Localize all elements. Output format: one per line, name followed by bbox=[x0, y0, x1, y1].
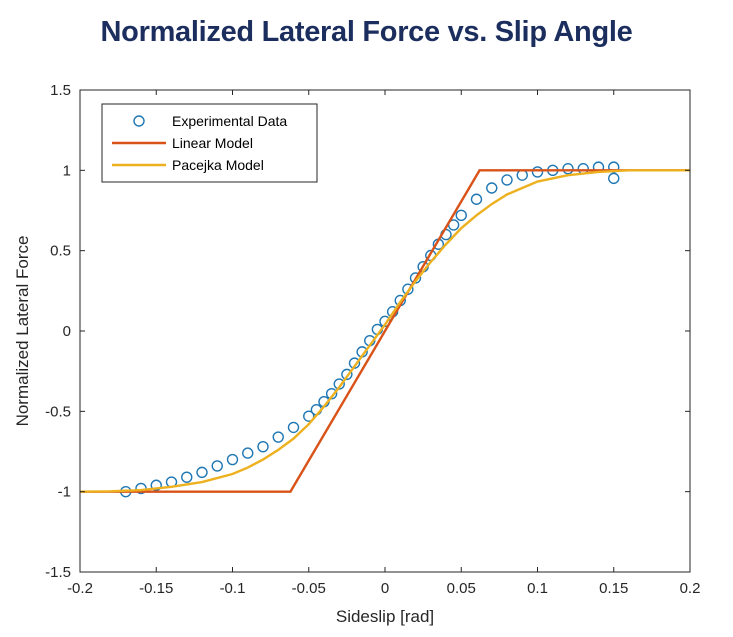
x-tick-label: -0.1 bbox=[220, 580, 246, 597]
x-tick-label: -0.05 bbox=[292, 580, 326, 597]
y-tick-label: 0 bbox=[63, 323, 71, 340]
scatter-point bbox=[531, 166, 544, 178]
scatter-points bbox=[120, 161, 620, 498]
model-lines bbox=[79, 169, 690, 493]
scatter-point bbox=[226, 453, 239, 466]
scatter-point bbox=[211, 460, 223, 472]
scatter-point bbox=[341, 368, 353, 381]
x-axis-label: Sideslip [rad] bbox=[336, 607, 434, 626]
scatter-point bbox=[150, 479, 162, 491]
axis-ticks: -0.2 -0.15 -0.1 -0.05 0 0.05 0.1 0.15 0.2 -1.5 -1 -… bbox=[45, 82, 700, 597]
scatter-point bbox=[455, 209, 467, 222]
legend-label: Linear Model bbox=[172, 135, 253, 151]
x-tick-label: 0.15 bbox=[599, 580, 628, 597]
legend: Experimental Data Linear Model Pacejka Mod… bbox=[101, 103, 318, 183]
y-tick-label: -1.5 bbox=[45, 564, 71, 581]
scatter-point bbox=[608, 172, 620, 185]
chart-title: Normalized Lateral Force vs. Slip Angle bbox=[100, 16, 633, 48]
legend-label: Experimental Data bbox=[172, 113, 287, 129]
scatter-point bbox=[303, 410, 315, 422]
y-tick-label: 1.5 bbox=[50, 82, 71, 99]
y-tick-label: -1 bbox=[58, 484, 71, 501]
y-tick-label: -0.5 bbox=[45, 403, 71, 420]
series-line bbox=[80, 169, 690, 493]
x-tick-label: 0 bbox=[381, 580, 389, 597]
scatter-point bbox=[486, 182, 498, 194]
scatter-point bbox=[470, 193, 483, 205]
legend-label: Pacejka Model bbox=[172, 157, 264, 173]
scatter-point bbox=[196, 466, 208, 479]
scatter-point bbox=[242, 447, 254, 459]
x-tick-label: 0.2 bbox=[680, 580, 701, 597]
scatter-point bbox=[287, 421, 300, 434]
series-line bbox=[79, 169, 690, 493]
y-tick-label: 0.5 bbox=[50, 243, 71, 260]
x-tick-label: 0.05 bbox=[447, 580, 476, 597]
x-tick-label: -0.15 bbox=[139, 580, 173, 597]
scatter-point bbox=[516, 169, 528, 181]
legend-marker bbox=[133, 115, 145, 127]
scatter-point bbox=[562, 163, 574, 175]
x-tick-label: -0.2 bbox=[67, 580, 93, 597]
y-tick-label: 1 bbox=[63, 162, 71, 179]
y-axis-label: Normalized Lateral Force bbox=[13, 236, 32, 427]
scatter-point bbox=[181, 471, 193, 483]
scatter-point bbox=[272, 431, 284, 443]
x-tick-label: 0.1 bbox=[527, 580, 548, 597]
scatter-point bbox=[501, 174, 513, 186]
scatter-point bbox=[257, 440, 269, 453]
